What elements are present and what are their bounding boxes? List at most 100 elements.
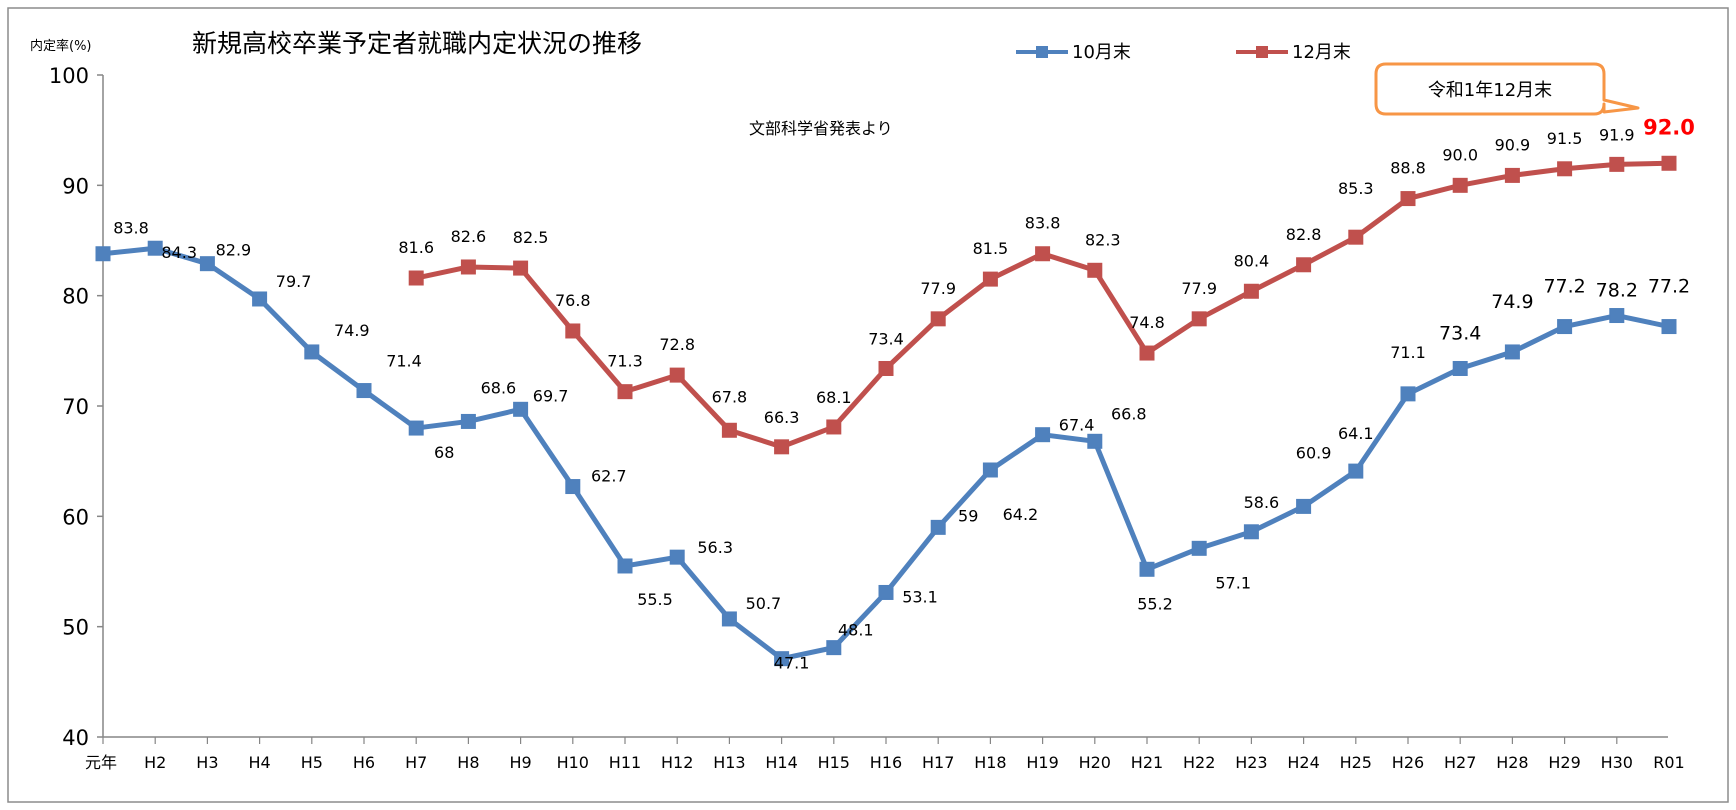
data-point: [1400, 386, 1416, 402]
data-point: [1035, 427, 1051, 443]
x-tick-label: H4: [248, 753, 270, 772]
data-label: 66.3: [764, 408, 800, 427]
data-point: [199, 256, 215, 272]
x-tick-label: H17: [922, 753, 954, 772]
data-label: 59: [958, 506, 978, 525]
chart-title: 新規高校卒業予定者就職内定状況の推移: [192, 29, 642, 58]
data-point: [930, 311, 946, 327]
data-point: [1035, 246, 1051, 262]
data-point: [460, 259, 476, 275]
data-point: [1400, 191, 1416, 207]
data-label: 77.2: [1648, 276, 1690, 298]
x-tick-label: H7: [405, 753, 427, 772]
y-tick-label: 70: [62, 395, 89, 419]
data-label: 74.9: [334, 321, 370, 340]
callout-box: [1374, 62, 1640, 116]
data-point: [982, 271, 998, 287]
callout: 令和1年12月末: [1374, 62, 1640, 116]
x-tick-label: H15: [818, 753, 850, 772]
data-label: 73.4: [868, 329, 904, 348]
data-label: 57.1: [1215, 573, 1251, 592]
legend: 10月末 12月末: [1016, 42, 1351, 63]
legend-marker-12: [1256, 46, 1268, 58]
data-label: 60.9: [1296, 443, 1332, 462]
data-labels: 83.8 84.3 82.9 79.7 74.9 71.4 68 68.6 69.7 62.7 55…: [113, 115, 1695, 672]
data-point: [1296, 257, 1312, 273]
data-point: [878, 584, 894, 600]
data-label: 55.5: [637, 590, 673, 609]
x-tick-label: H28: [1496, 753, 1528, 772]
data-point: [513, 260, 529, 276]
x-tick-label: H23: [1235, 753, 1267, 772]
data-label: 81.5: [973, 239, 1009, 258]
data-label: 85.3: [1338, 179, 1374, 198]
x-tick-label: H21: [1131, 753, 1163, 772]
x-tick-label: H29: [1548, 753, 1580, 772]
chart-subtitle: 文部科学省発表より: [749, 119, 893, 138]
data-point: [304, 344, 320, 360]
data-label: 92.0: [1643, 115, 1695, 139]
data-label: 91.5: [1547, 129, 1583, 148]
data-point: [1139, 561, 1155, 577]
x-tick-label: H26: [1392, 753, 1424, 772]
data-point: [147, 240, 163, 256]
data-label: 84.3: [161, 243, 197, 262]
data-point: [774, 651, 790, 667]
data-point: [826, 419, 842, 435]
data-label: 77.9: [920, 279, 956, 298]
data-point: [669, 367, 685, 383]
data-point: [1609, 308, 1625, 324]
data-point: [1557, 319, 1573, 335]
data-point: [1139, 345, 1155, 361]
data-label: 67.8: [712, 387, 748, 406]
legend-label-12: 12月末: [1292, 42, 1351, 63]
data-label: 71.1: [1390, 343, 1426, 362]
data-label: 77.9: [1181, 279, 1217, 298]
x-tick-label: H6: [353, 753, 375, 772]
x-tick-label: H2: [144, 753, 166, 772]
data-label: 81.6: [398, 238, 434, 257]
callout-text: 令和1年12月末: [1428, 80, 1552, 101]
data-label: 80.4: [1234, 251, 1270, 270]
data-label: 72.8: [659, 335, 695, 354]
data-label: 71.3: [607, 352, 643, 371]
data-point: [1191, 311, 1207, 327]
y-tick-label: 90: [62, 174, 89, 198]
data-label: 62.7: [591, 467, 627, 486]
data-label: 82.9: [216, 241, 252, 260]
x-tick-label: R01: [1653, 753, 1684, 772]
data-point: [982, 462, 998, 478]
data-label: 76.8: [555, 291, 591, 310]
y-tick-label: 50: [62, 616, 89, 640]
data-point: [408, 270, 424, 286]
data-point: [1661, 155, 1677, 171]
data-label: 83.8: [1025, 214, 1061, 233]
data-point: [1609, 156, 1625, 172]
x-tick-label: 元年: [85, 753, 117, 772]
data-point: [460, 413, 476, 429]
data-label: 68: [434, 443, 454, 462]
data-point: [1243, 524, 1259, 540]
data-label: 47.1: [774, 654, 810, 673]
data-label: 56.3: [697, 538, 733, 557]
data-point: [669, 549, 685, 565]
data-label: 67.4: [1059, 416, 1095, 435]
data-point: [826, 640, 842, 656]
x-tick-label: H9: [509, 753, 531, 772]
y-tick-label: 80: [62, 285, 89, 309]
x-tick-label: H16: [870, 753, 902, 772]
x-tick-label: H12: [661, 753, 693, 772]
data-point: [513, 401, 529, 417]
data-label: 90.0: [1442, 145, 1478, 164]
x-tick-label: H13: [713, 753, 745, 772]
data-label: 82.5: [513, 228, 549, 247]
data-point: [721, 611, 737, 627]
data-point: [617, 384, 633, 400]
data-point: [1087, 433, 1103, 449]
data-label: 74.8: [1129, 313, 1165, 332]
data-point: [408, 420, 424, 436]
data-label: 82.6: [451, 227, 487, 246]
y-tick-label: 40: [62, 726, 89, 750]
data-label: 64.1: [1338, 424, 1374, 443]
data-point: [1452, 177, 1468, 193]
